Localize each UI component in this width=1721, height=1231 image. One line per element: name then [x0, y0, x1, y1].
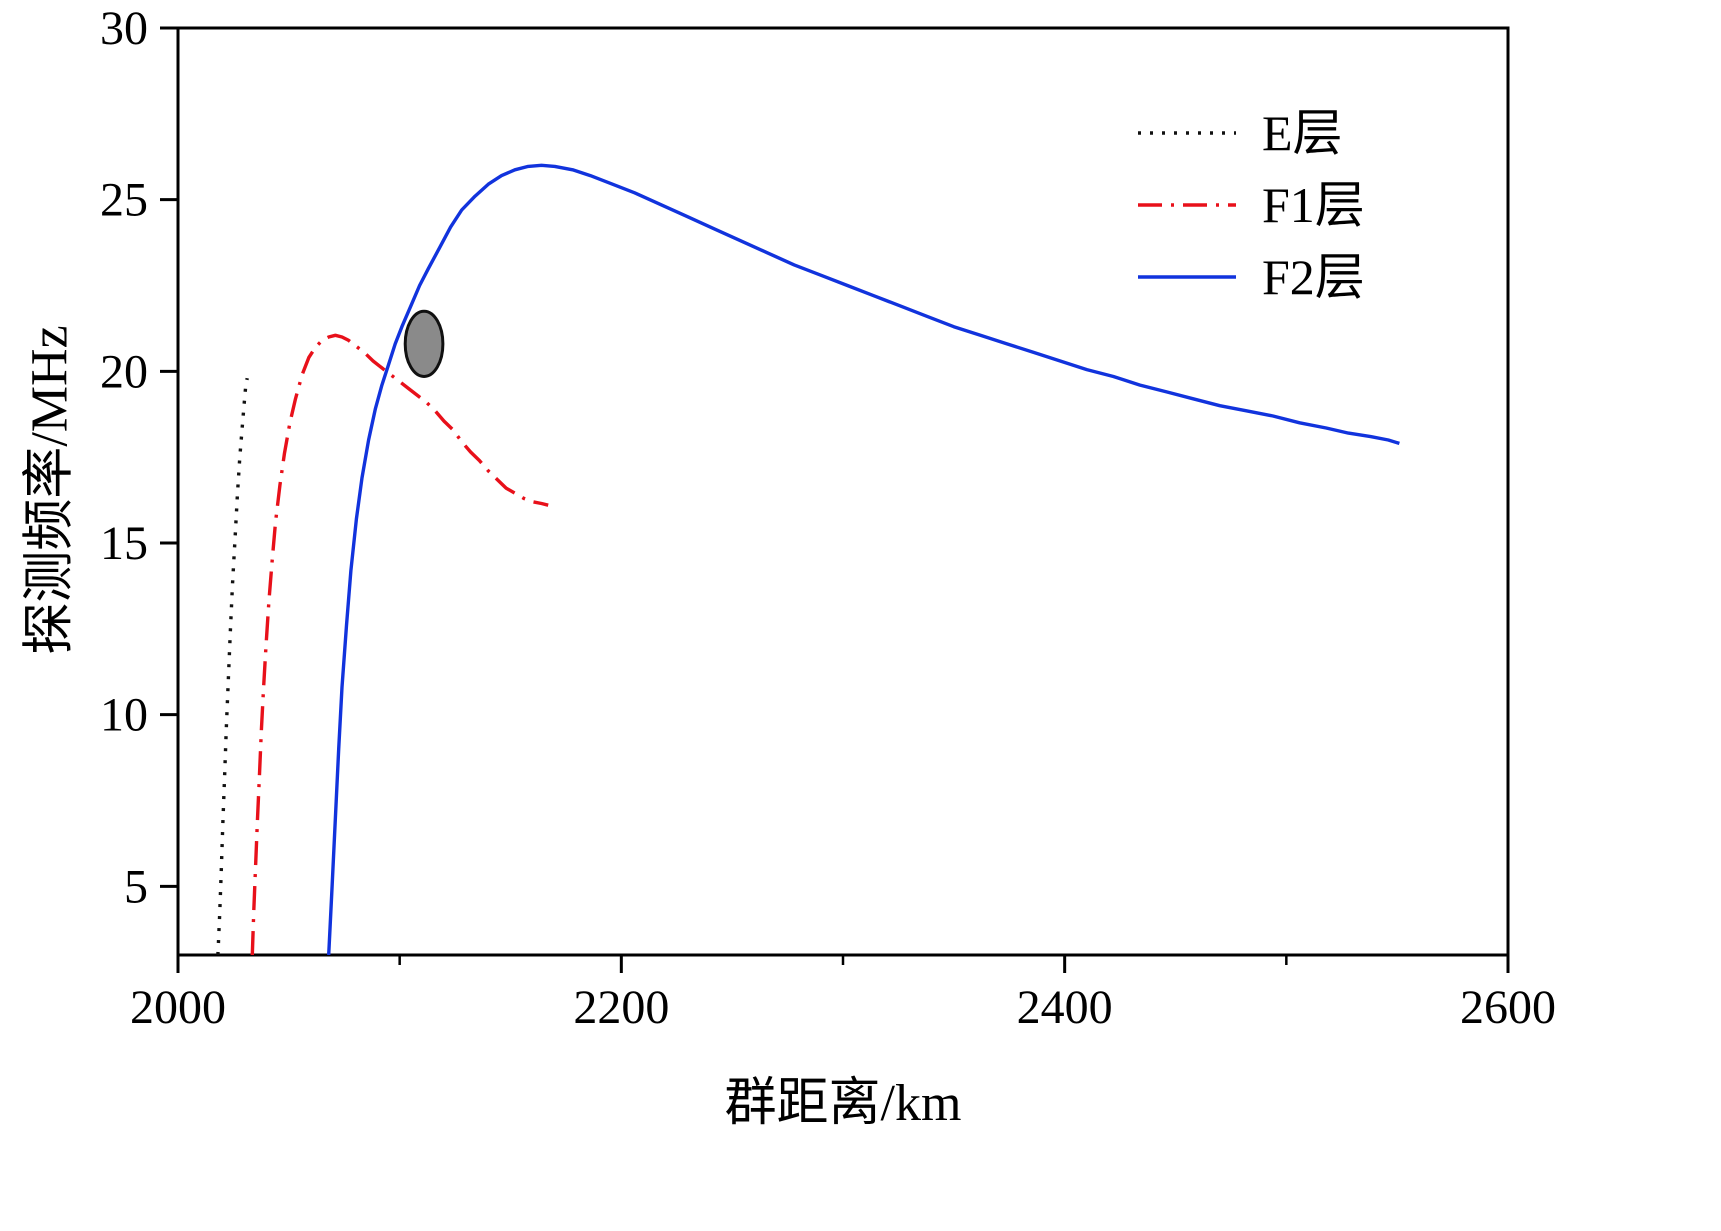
x-tick-label: 2600 [1460, 981, 1556, 1034]
y-axis: 5 10 15 20 25 30 [100, 2, 178, 913]
y-tick-label: 20 [100, 345, 148, 398]
y-tick-label: 5 [124, 860, 148, 913]
legend-label-f1-layer: F1层 [1262, 177, 1365, 233]
x-tick-label: 2000 [130, 981, 226, 1034]
x-tick-label: 2400 [1017, 981, 1113, 1034]
series-line-f1-layer [250, 333, 549, 955]
series-line-e-layer [216, 377, 249, 955]
legend-label-f2-layer: F2层 [1262, 249, 1365, 305]
legend: E层 F1层 F2层 [1138, 105, 1365, 305]
y-axis-label: 探测频率/MHz [21, 325, 79, 655]
series-group [216, 163, 1400, 955]
x-axis: 2000 2200 2400 2600 [130, 955, 1556, 1034]
y-tick-label: 10 [100, 689, 148, 742]
series-line-f2-layer [327, 163, 1400, 955]
y-tick-label: 30 [100, 2, 148, 55]
y-tick-label: 25 [100, 174, 148, 227]
legend-label-e-layer: E层 [1262, 105, 1343, 161]
highlight-ellipse [403, 309, 445, 378]
x-axis-label: 群距离/km [724, 1075, 962, 1132]
x-tick-label: 2200 [573, 981, 669, 1034]
plot-frame [176, 26, 1510, 957]
y-tick-label: 15 [100, 517, 148, 570]
